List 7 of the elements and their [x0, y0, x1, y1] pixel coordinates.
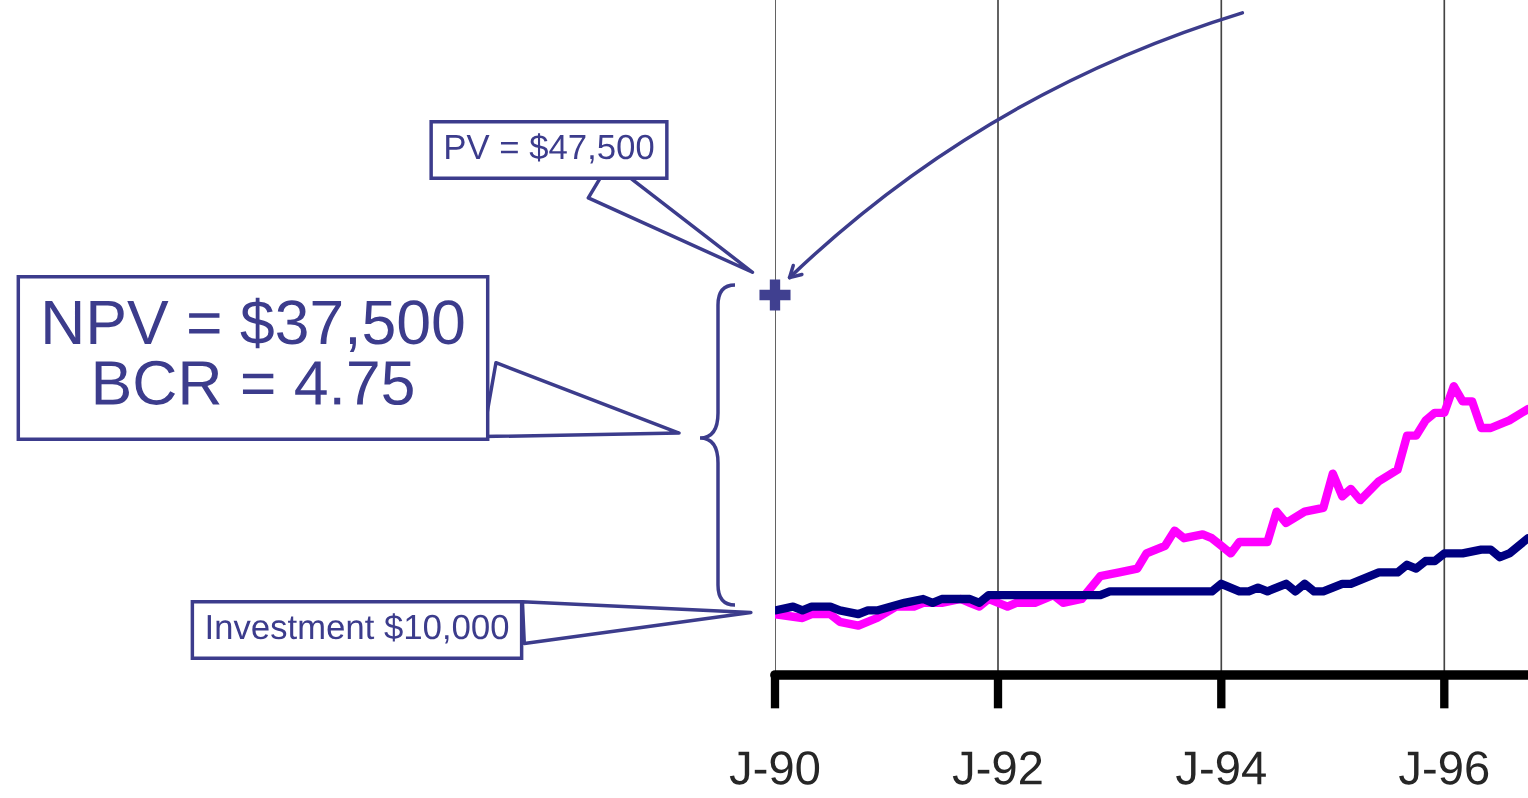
text: Investment $10,000	[207, 613, 509, 644]
x-tick-label: J-92	[952, 751, 1042, 785]
text: NPV = $37,500 BCR = 4.75	[45, 297, 464, 406]
text: PV = $47,500	[446, 133, 654, 164]
x-tick-label: J-96	[1399, 751, 1489, 785]
x-tick-label: J-94	[1176, 751, 1266, 785]
x-tick-label: J-90	[729, 751, 820, 785]
